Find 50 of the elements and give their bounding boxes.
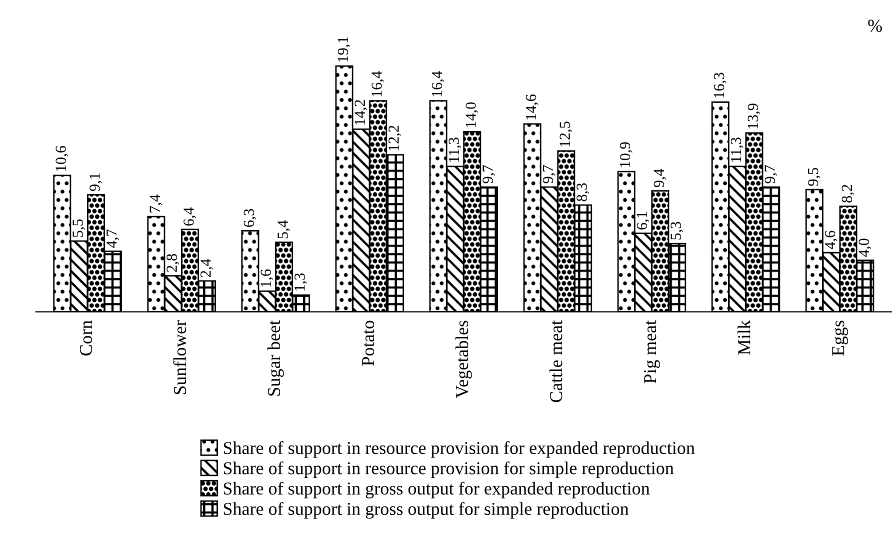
data-label: 16,4 [432,71,444,96]
data-label: 1,6 [260,269,274,287]
data-label: 9,1 [90,173,102,192]
legend-label: Share of support in resource provision for simple reproduction [224,461,674,478]
data-label: 5,5 [72,219,86,237]
x-tick-label: Cattle meat [550,320,562,402]
data-label: 14,2 [354,100,368,125]
data-label: 6,4 [184,207,196,226]
data-label: 8,3 [576,183,590,202]
data-label: 2,4 [200,258,213,278]
data-label: 14,0 [466,102,478,128]
x-tick-label: Vegetables [455,320,472,398]
data-label: 1,3 [294,273,308,291]
data-label: 10,6 [56,146,68,171]
data-label: 16,4 [372,71,384,96]
data-label: 5,4 [278,220,290,238]
legend-label: Share of support in resource provision for expanded reproduction [224,441,695,458]
data-label: 5,3 [670,222,684,240]
data-label: 4,0 [858,238,872,257]
data-label: 8,2 [842,184,854,203]
x-tick-label: Corn [80,320,92,356]
x-tick-label: Pig meat [644,320,660,384]
data-label: 11,3 [730,138,744,162]
x-tick-label: Eggs [832,320,848,356]
legend-label: Share of support in gross output for simple reproduction [224,502,629,519]
data-label: 7,4 [150,194,162,212]
data-label: 9,5 [808,168,820,186]
data-label: 2,8 [166,254,180,272]
x-tick-label: Potato [362,320,374,366]
data-label: 9,4 [654,168,666,188]
data-label: 6,3 [244,209,256,227]
data-label: 9,7 [542,165,556,184]
text: % [868,20,882,32]
x-tick-label: Sugar beet [267,320,284,396]
data-label: 4,6 [824,230,838,250]
x-tick-label: Sunflower [173,320,186,394]
data-label: 11,3 [448,138,462,162]
data-label: 14,6 [526,94,538,120]
legend-label: Share of support in gross output for expanded reproduction [224,482,650,498]
data-label: 19,1 [338,37,350,62]
data-label: 13,9 [748,104,760,128]
data-label: 10,9 [620,142,632,168]
data-label: 9,7 [482,165,496,184]
data-label: 16,3 [714,72,726,98]
data-label: 4,7 [106,229,119,248]
data-label: 6,1 [636,212,650,230]
data-label: 9,7 [764,165,778,184]
data-label: 12,2 [388,126,402,150]
data-label: 12,5 [560,122,572,146]
x-tick-label: Milk [738,320,750,355]
